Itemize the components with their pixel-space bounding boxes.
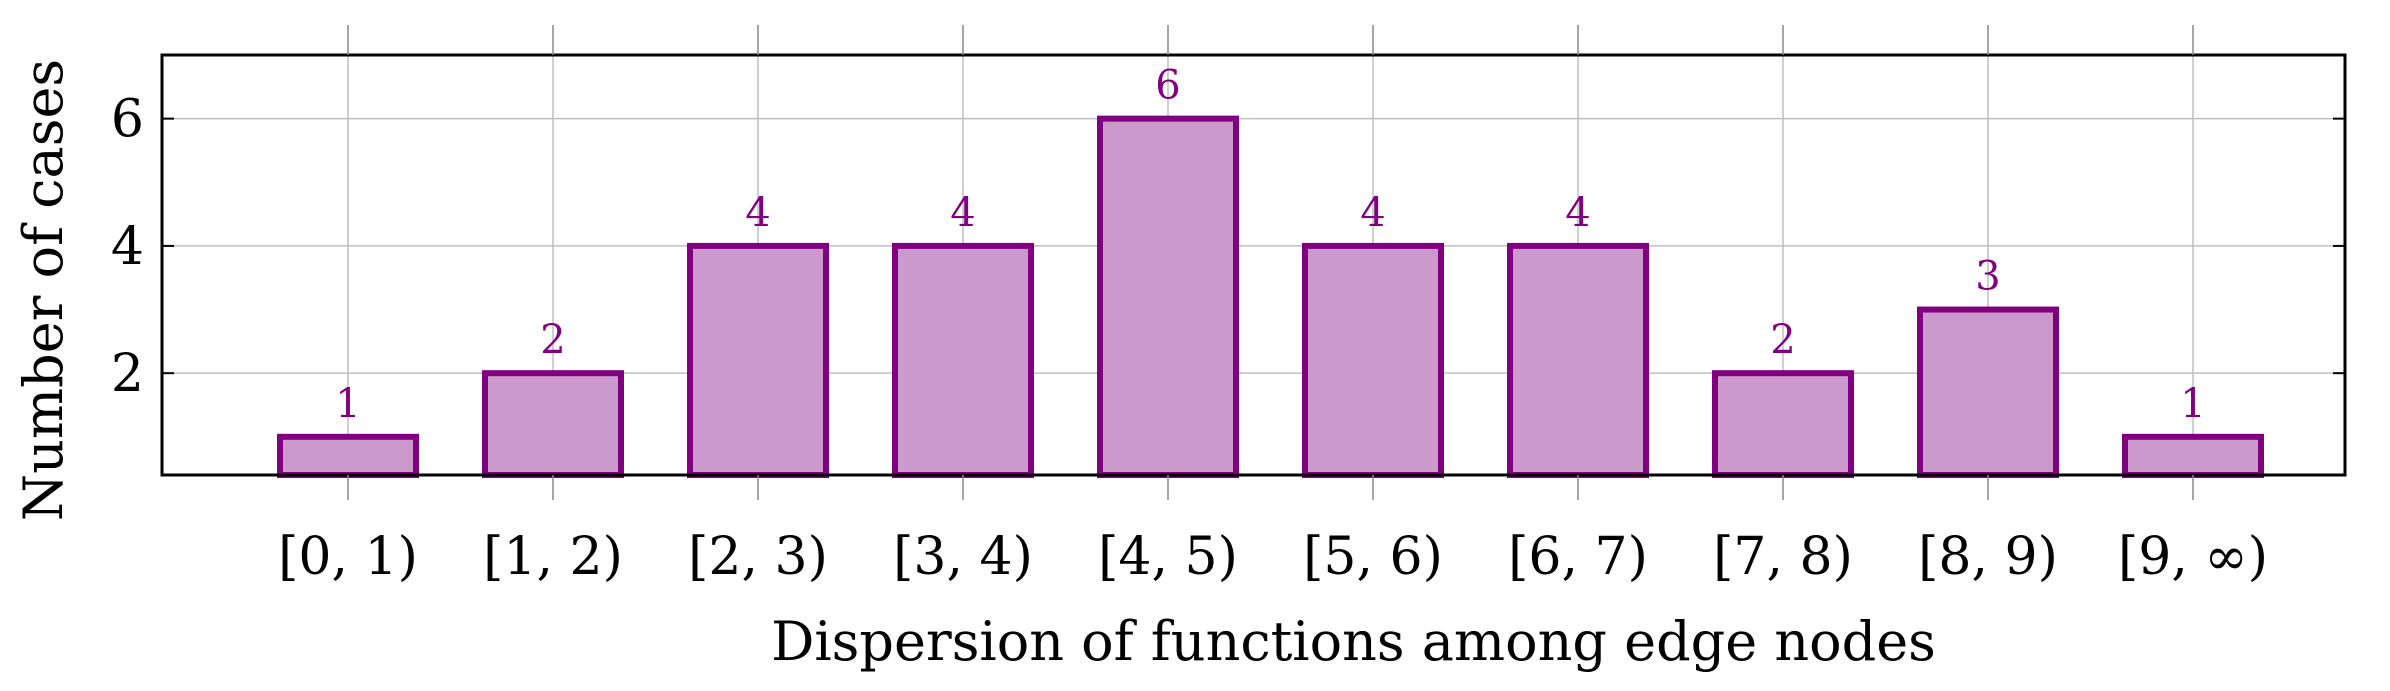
data-label: 4 [1565, 190, 1590, 236]
y-axis-label: Number of cases [12, 59, 75, 521]
x-tick-label: [6, 7) [1508, 527, 1648, 587]
data-label: 6 [1155, 63, 1180, 109]
bar [2122, 433, 2264, 478]
x-tick-label: [2, 3) [688, 527, 828, 587]
tick-marks [162, 25, 2345, 500]
data-label: 1 [335, 381, 360, 427]
data-label: 4 [950, 190, 975, 236]
x-tick-label: [1, 2) [483, 527, 623, 587]
x-tick-label: [4, 5) [1098, 527, 1238, 587]
data-labels: 1 2 4 4 6 4 4 2 3 1 [335, 63, 2205, 427]
data-label: 2 [540, 317, 565, 363]
x-tick-label: [8, 9) [1918, 527, 2058, 587]
bar [687, 242, 829, 478]
bar [1097, 115, 1239, 479]
data-label: 4 [745, 190, 770, 236]
x-tick-label: [7, 8) [1713, 527, 1853, 587]
x-tick-label: [3, 4) [893, 527, 1033, 587]
x-tick-label: [0, 1) [278, 527, 418, 587]
bar [1917, 306, 2059, 478]
bar [277, 433, 419, 478]
bar [1302, 242, 1444, 478]
data-label: 3 [1975, 254, 2000, 300]
x-tick-labels: [0, 1) [1, 2) [2, 3) [3, 4) [4, 5) [5, 6) [6, … [278, 527, 2268, 587]
plot-frame [160, 53, 2347, 477]
y-tick-label: 6 [111, 90, 144, 150]
y-tick-labels: 2 4 6 [111, 90, 144, 405]
bar [482, 370, 624, 479]
x-tick-label: [5, 6) [1303, 527, 1443, 587]
data-label: 4 [1360, 190, 1385, 236]
y-tick-label: 4 [111, 217, 144, 277]
data-label: 1 [2180, 381, 2205, 427]
bars [277, 115, 2264, 479]
bar [1712, 370, 1854, 479]
x-axis-label: Dispersion of functions among edge nodes [771, 610, 1936, 673]
x-tick-label: [9, ∞) [2118, 527, 2268, 587]
bar [1507, 242, 1649, 478]
bar [892, 242, 1034, 478]
data-label: 2 [1770, 317, 1795, 363]
y-tick-label: 2 [111, 344, 144, 404]
